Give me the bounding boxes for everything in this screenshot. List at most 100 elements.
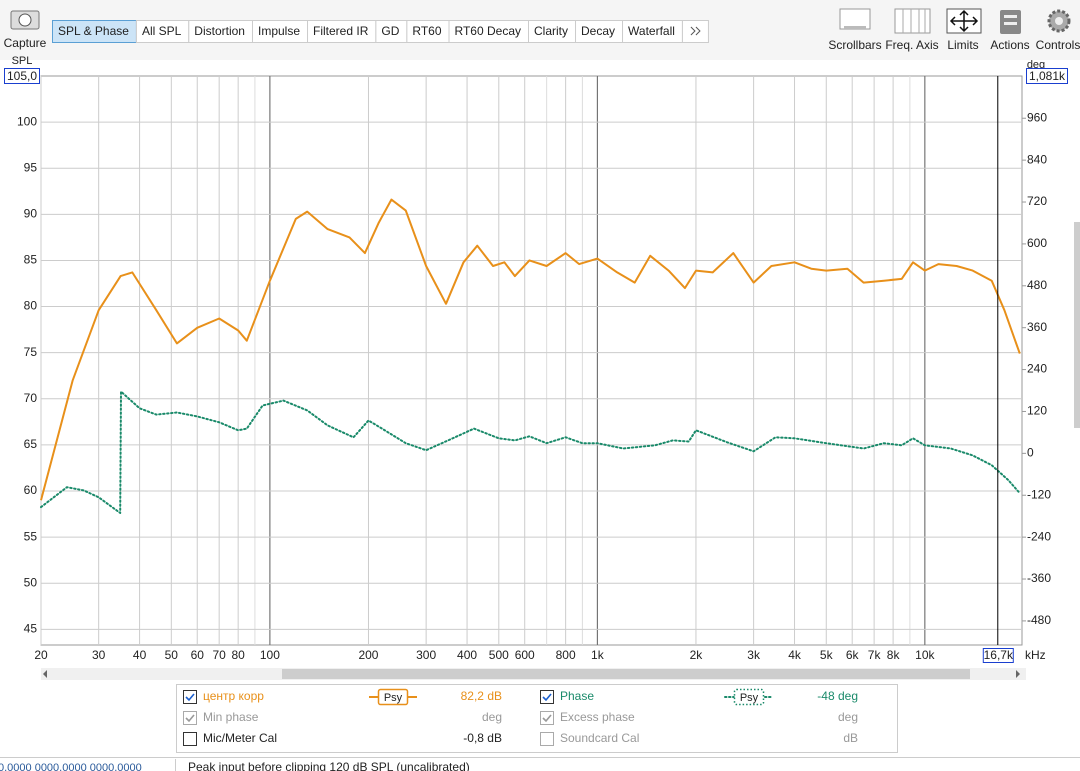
tool-label[interactable]: Freq. Axis [885, 38, 938, 52]
scroll-right[interactable] [1016, 670, 1020, 678]
y-tick-label: 100 [17, 114, 37, 128]
y-tick-label: 55 [24, 529, 38, 543]
x-tick-label: 400 [457, 648, 477, 662]
legend-label: Min phase [203, 710, 259, 724]
cursor-box[interactable] [982, 648, 1014, 663]
checkmark[interactable] [185, 714, 195, 723]
tab-more[interactable] [681, 20, 709, 43]
x-tick-label: 10k [915, 648, 935, 662]
checkmark[interactable] [542, 714, 552, 723]
legend-label: Excess phase [560, 710, 635, 724]
y2-tick-label: 840 [1027, 152, 1047, 166]
x-tick-label: 80 [231, 648, 245, 662]
legend-readout: deg [482, 710, 502, 724]
legend-readout: -0,8 dB [463, 731, 502, 745]
tab-label[interactable]: SPL & Phase [58, 24, 129, 38]
scrollbars-icon[interactable] [839, 8, 871, 30]
checkbox[interactable] [183, 711, 197, 725]
tab-label[interactable]: Distortion [194, 24, 245, 38]
x-tick-label: 4k [788, 648, 802, 662]
x-tick-label: 100 [260, 648, 280, 662]
y-tick-label: 95 [24, 160, 38, 174]
tab-label[interactable]: Clarity [534, 24, 568, 38]
checkbox[interactable] [183, 732, 197, 746]
checkbox[interactable] [540, 732, 554, 746]
y-axis-title: SPL [12, 55, 33, 67]
tool-label[interactable]: Actions [990, 38, 1029, 52]
legend-readout: dB [843, 731, 858, 745]
y-max-label[interactable]: 105,0 [7, 69, 37, 83]
scroll-left[interactable] [43, 670, 47, 678]
x-tick-label: 500 [489, 648, 509, 662]
y2-tick-label: 960 [1027, 110, 1047, 124]
y2-max-box[interactable] [1026, 68, 1068, 84]
y2-tick-label: 600 [1027, 236, 1047, 250]
x-tick-label: 1k [591, 648, 605, 662]
legend-swatch-box[interactable] [733, 688, 765, 706]
legend-label[interactable]: Mic/Meter Cal [203, 731, 277, 745]
plot: 20 30 40 50 60 70 80 100 200 300 400 500 600 800 1k 2k 3… [4, 55, 1068, 663]
x-tick-label: 5k [820, 648, 834, 662]
legend-readout: deg [838, 710, 858, 724]
x-unit: kHz [1025, 648, 1046, 662]
x-tick-label: 8k [887, 648, 901, 662]
y2-tick-label: 0 [1027, 446, 1034, 460]
tab-label[interactable]: All SPL [142, 24, 182, 38]
y2-max-label[interactable]: 1,081k [1029, 69, 1066, 83]
y2-tick-label: 720 [1027, 194, 1047, 208]
legend-label[interactable]: центр корр [203, 689, 264, 703]
h-scroll-thumb[interactable] [282, 669, 970, 679]
checkmark[interactable] [542, 693, 552, 702]
tab-label[interactable]: Waterfall [628, 24, 675, 38]
checkbox[interactable] [540, 711, 554, 725]
cursor-label[interactable]: 16,7k [984, 648, 1014, 662]
controls-icon[interactable] [1047, 9, 1071, 33]
x-tick-label: 6k [846, 648, 860, 662]
series-line [40, 198, 1021, 501]
y-tick-label: 70 [24, 391, 38, 405]
y2-tick-label: -120 [1027, 487, 1051, 501]
x-tick-label: 50 [165, 648, 179, 662]
tab-label[interactable]: GD [381, 24, 399, 38]
checkmark[interactable] [185, 693, 195, 702]
legend-readout: 82,2 dB [461, 689, 502, 703]
checkbox[interactable] [540, 690, 554, 704]
y2-tick-label: 120 [1027, 404, 1047, 418]
y-max-box[interactable] [4, 68, 40, 84]
y-tick-label: 85 [24, 253, 38, 267]
v-scroll-thumb[interactable] [1074, 222, 1080, 428]
tab-label[interactable]: RT60 Decay [455, 24, 521, 38]
legend-label[interactable]: Phase [560, 689, 594, 703]
actions-icon[interactable] [1000, 10, 1021, 34]
checkbox[interactable] [183, 690, 197, 704]
y-tick-label: 50 [24, 575, 38, 589]
tab-label[interactable]: Filtered IR [313, 24, 369, 38]
tool-label[interactable]: Limits [947, 38, 978, 52]
tab-label[interactable]: Impulse [258, 24, 300, 38]
freq-axis-icon[interactable] [894, 8, 931, 34]
y-tick-label: 45 [24, 621, 38, 635]
x-tick-label: 2k [690, 648, 704, 662]
legend-panel [176, 684, 898, 753]
limits-icon[interactable] [946, 8, 982, 34]
tab-more-icon[interactable] [690, 26, 701, 36]
tab-label[interactable]: Decay [581, 24, 615, 38]
y-tick-label: 80 [24, 299, 38, 313]
y2-tick-label: 240 [1027, 362, 1047, 376]
legend-swatch-box[interactable] [377, 688, 409, 706]
x-tick-label: 3k [747, 648, 761, 662]
capture-label[interactable]: Capture [4, 36, 47, 50]
x-tick-label: 40 [133, 648, 147, 662]
x-tick-label: 70 [212, 648, 226, 662]
y2-tick-label: -480 [1027, 613, 1051, 627]
legend-swatch-tag[interactable]: Psy [740, 692, 759, 704]
x-tick-label: 600 [515, 648, 535, 662]
legend-swatch-tag[interactable]: Psy [384, 692, 403, 704]
x-tick-label: 20 [34, 648, 48, 662]
tab-label[interactable]: RT60 [412, 24, 441, 38]
status-message: Peak input before clipping 120 dB SPL (u… [188, 760, 470, 771]
tool-label[interactable]: Scrollbars [828, 38, 881, 52]
tool-label[interactable]: Controls [1036, 38, 1080, 52]
capture-icon[interactable] [10, 10, 40, 30]
x-tick-label: 30 [92, 648, 106, 662]
